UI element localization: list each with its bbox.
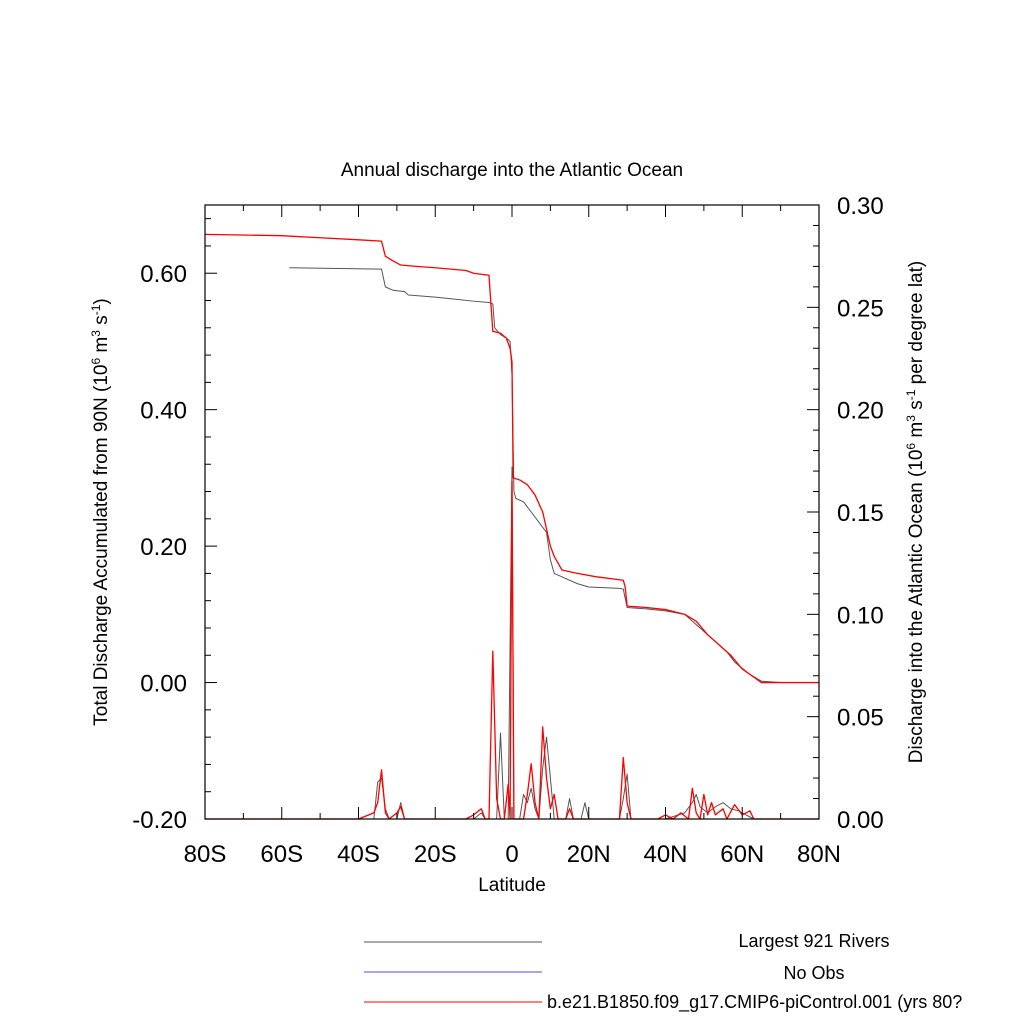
left-axis-label-main: Total Discharge Accumulated from 90N (10 xyxy=(91,365,112,726)
x-tick-label: 20S xyxy=(414,841,457,868)
plot-area xyxy=(204,204,820,820)
chart-title: Annual discharge into the Atlantic Ocean xyxy=(341,160,683,181)
right-axis-label-end: per degree lat) xyxy=(906,261,927,390)
right-tick-label: 0.25 xyxy=(837,295,884,322)
x-tick-label: 60N xyxy=(720,841,764,868)
left-axis-label-sup2: 3 xyxy=(89,330,103,337)
right-axis-label-main: Discharge into the Atlantic Ocean (10 xyxy=(906,450,927,764)
x-tick-label: 80S xyxy=(184,841,227,868)
left-axis-label: Total Discharge Accumulated from 90N (10… xyxy=(89,298,112,725)
legend-label-model: b.e21.B1850.f09_g17.CMIP6-piControl.001 … xyxy=(547,992,962,1013)
right-axis-label-sup1: 6 xyxy=(904,443,918,450)
x-tick-label: 40S xyxy=(337,841,380,868)
right-axis-label-sup3: -1 xyxy=(904,389,918,400)
right-y-axis: 0.00 0.05 0.10 0.15 0.20 0.25 0.30 xyxy=(807,193,884,834)
left-axis-label-mid2: s xyxy=(91,315,112,330)
left-tick-label: 0.60 xyxy=(140,261,187,288)
x-tick-label: 0 xyxy=(505,841,518,868)
left-tick-label: 0.40 xyxy=(140,398,187,425)
left-axis-label-sup1: 6 xyxy=(89,358,103,365)
right-axis-label-mid2: s xyxy=(906,400,927,415)
right-tick-label: 0.10 xyxy=(837,602,884,629)
legend-label-largest-rivers: Largest 921 Rivers xyxy=(738,931,889,951)
left-tick-label: 0.20 xyxy=(140,534,187,561)
left-axis-label-end: ) xyxy=(91,298,112,304)
series-line-2-accumulated xyxy=(204,233,819,684)
left-axis-label-sup3: -1 xyxy=(89,304,103,315)
series-line-0-accumulated xyxy=(289,267,819,684)
series-layer xyxy=(204,233,819,820)
x-tick-label: 80N xyxy=(797,841,841,868)
x-tick-label: 40N xyxy=(643,841,687,868)
x-axis: 80S 60S 40S 20S 0 20N 40N 60N 80N xyxy=(184,205,841,868)
right-axis-label-sup2: 3 xyxy=(904,415,918,422)
x-axis-label: Latitude xyxy=(478,875,546,896)
left-y-axis: -0.20 0.00 0.20 0.40 0.60 xyxy=(132,218,217,834)
right-axis-label: Discharge into the Atlantic Ocean (106 m… xyxy=(904,261,927,763)
right-tick-label: 0.30 xyxy=(837,193,884,220)
right-axis-label-mid: m xyxy=(906,422,927,443)
left-tick-label: -0.20 xyxy=(132,807,187,834)
right-tick-label: 0.15 xyxy=(837,500,884,527)
left-tick-label: 0.00 xyxy=(140,671,187,698)
legend-label-no-obs: No Obs xyxy=(783,963,844,983)
x-tick-label: 60S xyxy=(260,841,303,868)
x-tick-label: 20N xyxy=(567,841,611,868)
right-tick-label: 0.05 xyxy=(837,705,884,732)
left-axis-label-mid: m xyxy=(91,337,112,358)
right-tick-label: 0.20 xyxy=(837,398,884,425)
series-line-4-per-degree xyxy=(205,480,819,820)
right-tick-label: 0.00 xyxy=(837,807,884,834)
legend: Largest 921 Rivers No Obs b.e21.B1850.f0… xyxy=(364,931,962,1013)
